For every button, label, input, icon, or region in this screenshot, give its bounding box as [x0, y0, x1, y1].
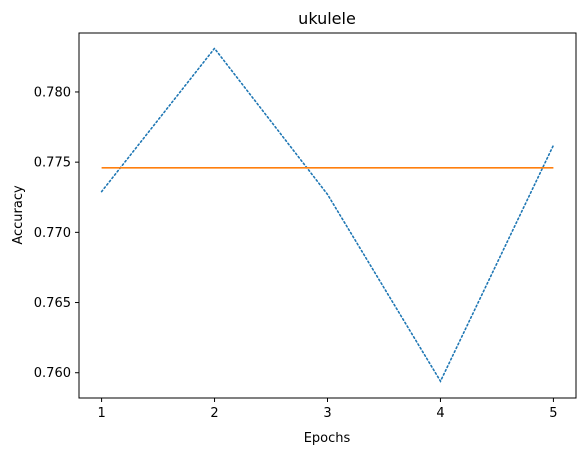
y-tick-label: 0.770	[34, 226, 71, 241]
series-line-1	[100, 47, 555, 383]
x-tick-label: 2	[210, 406, 218, 421]
y-axis-label: Accuracy	[11, 185, 26, 245]
x-tick-label: 5	[549, 406, 557, 421]
x-tick-label: 3	[323, 406, 331, 421]
y-tick-label: 0.760	[34, 366, 71, 381]
plot-frame	[78, 32, 577, 399]
x-axis-label: Epochs	[304, 431, 351, 446]
x-tick-label: 4	[436, 406, 444, 421]
x-axis: 1 2 3 4 5	[97, 398, 558, 421]
x-tick-label: 1	[97, 406, 105, 421]
y-tick-label: 0.775	[34, 156, 71, 171]
series-layer	[100, 47, 555, 383]
y-axis: 0.760 0.765 0.770 0.775 0.780	[34, 85, 79, 381]
y-tick-label: 0.780	[34, 85, 71, 100]
chart-title: ukulele	[298, 9, 356, 28]
y-tick-label: 0.765	[34, 296, 71, 311]
